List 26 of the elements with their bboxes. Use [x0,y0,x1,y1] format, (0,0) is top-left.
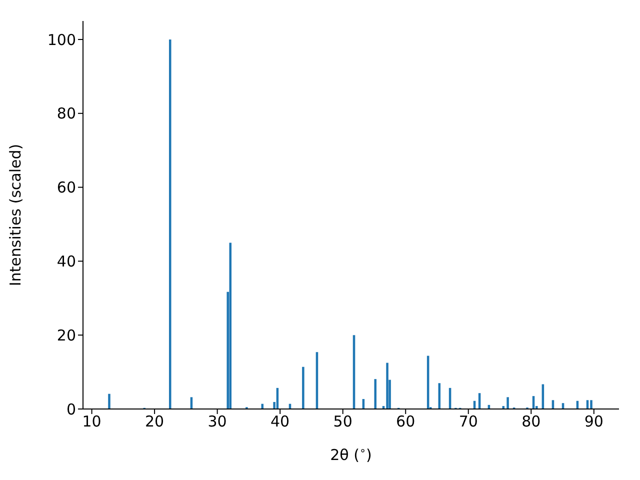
y-tick-label: 60 [56,178,76,197]
x-tick-label: 60 [396,412,416,431]
x-axis-title: 2θ ($^{∘}$) [330,445,372,464]
y-tick-label: 40 [56,252,76,271]
bar [590,400,592,409]
bar [438,383,440,409]
bar [229,242,232,409]
x-tick-label: 30 [208,412,227,431]
x-tick-label: 80 [522,412,541,431]
x-tick-label: 40 [270,412,290,431]
bar [506,397,509,409]
x-tick-label: 20 [145,412,164,431]
y-tick-label: 100 [47,30,76,49]
x-tick-label: 70 [458,412,478,431]
bar [261,404,264,409]
y-tick-label: 20 [56,326,76,344]
bar [108,394,110,409]
x-tick-label: 50 [333,412,352,431]
bar [374,379,376,409]
y-tick-label: 80 [56,104,76,123]
y-tick-label: 0 [66,400,76,418]
x-tick-label: 10 [82,412,102,431]
y-axis-title: Intensities (scaled) [6,144,24,286]
x-tick-label: 90 [584,412,604,431]
bar [302,366,304,409]
bar [386,362,388,409]
